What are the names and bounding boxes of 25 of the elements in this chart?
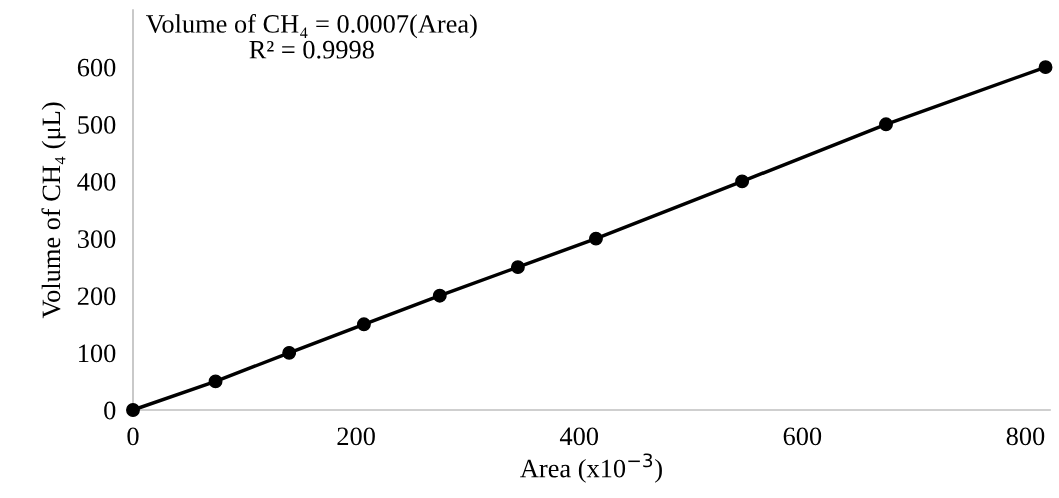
x-axis-title: Area (x10$^{−3}$) [520,453,662,483]
y-tick-label: 300 [78,230,116,248]
annotation: Volume of CH₄ = 0.0007(Area) R² = 0.9998 [146,14,477,59]
x-tick-label: 800 [1006,427,1045,446]
point [432,288,447,303]
y-tick-label: 600 [77,58,116,77]
y-tick-label: 400 [77,173,116,191]
y-tick-label: 200 [77,287,116,306]
y-tick-label: 500 [78,115,116,134]
x-tick-label: 600 [783,427,822,446]
y-tick-label: 100 [79,344,116,363]
point [356,317,371,332]
point [208,374,223,389]
x-tick-label: 0 [127,427,139,446]
x-tick-label: 400 [559,427,599,446]
x-tick-label: 200 [337,427,375,446]
point [1038,60,1053,75]
point [126,403,140,417]
point [510,260,525,275]
point [282,345,297,360]
y-axis-title: Volume of CH₄ (μL) [41,102,66,319]
y-tick-label: 0 [104,401,116,420]
point [589,231,603,246]
point [735,174,750,189]
point [879,117,893,132]
